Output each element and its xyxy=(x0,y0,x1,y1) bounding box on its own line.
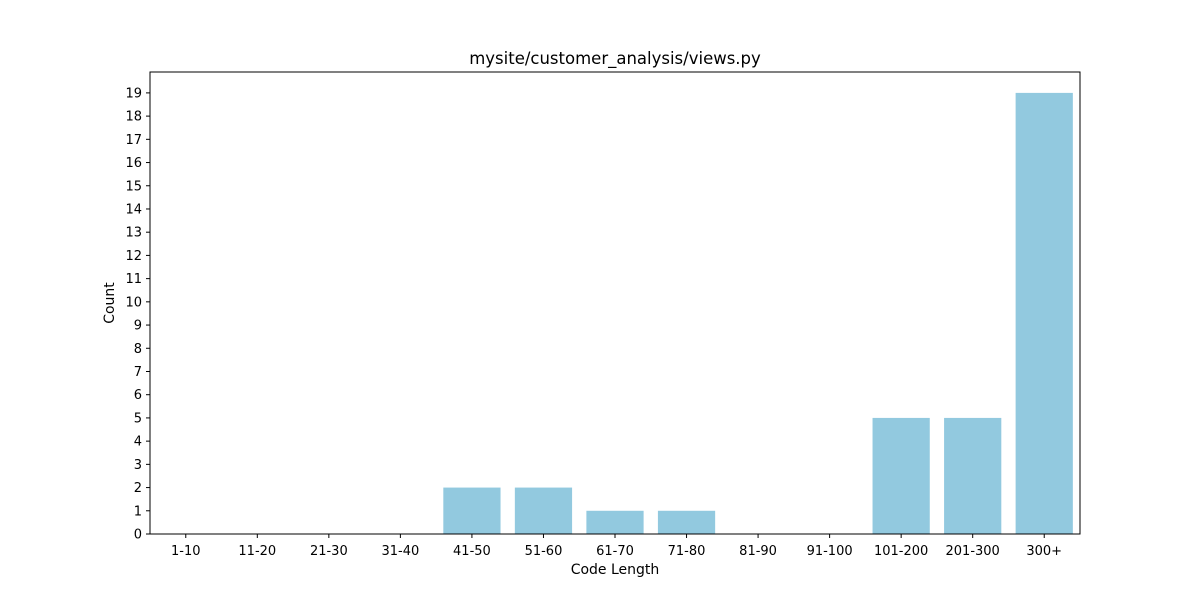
y-tick-label: 7 xyxy=(134,365,142,380)
x-axis-label: Code Length xyxy=(571,562,660,578)
x-tick-label: 81-90 xyxy=(739,544,777,559)
y-tick-label: 13 xyxy=(125,226,142,241)
x-tick-label: 300+ xyxy=(1026,544,1062,559)
chart-title: mysite/customer_analysis/views.py xyxy=(469,49,761,69)
y-tick-label: 5 xyxy=(134,411,142,426)
y-tick-label: 2 xyxy=(134,481,142,496)
x-tick-label: 51-60 xyxy=(525,544,563,559)
x-tick-label: 201-300 xyxy=(946,544,1000,559)
y-tick-label: 1 xyxy=(134,504,142,519)
x-tick-label: 1-10 xyxy=(171,544,201,559)
bar-61-70 xyxy=(586,510,644,534)
y-tick-label: 14 xyxy=(125,202,142,217)
y-axis-label: Count xyxy=(102,282,118,324)
y-tick-label: 12 xyxy=(125,249,142,264)
y-tick-label: 6 xyxy=(134,388,142,403)
y-tick-label: 10 xyxy=(125,295,142,310)
x-tick-label: 91-100 xyxy=(807,544,853,559)
y-tick-label: 18 xyxy=(125,110,142,125)
x-tick-label: 21-30 xyxy=(310,544,348,559)
bars-layer xyxy=(443,92,1073,534)
y-tick-label: 8 xyxy=(134,342,142,357)
x-tick-label: 101-200 xyxy=(874,544,928,559)
x-tick-label: 41-50 xyxy=(453,544,491,559)
bar-101-200 xyxy=(872,417,930,534)
bar-300+ xyxy=(1015,92,1073,534)
bar-201-300 xyxy=(944,417,1002,534)
bar-71-80 xyxy=(657,510,716,534)
bar-51-60 xyxy=(514,487,573,534)
y-tick-label: 11 xyxy=(125,272,142,287)
x-axis-ticks: 1-10 11-20 21-30 31-40 41-50 51-60 61-70 71-80 8… xyxy=(171,534,1062,559)
y-tick-label: 3 xyxy=(134,458,142,473)
y-tick-label: 19 xyxy=(125,86,142,101)
y-tick-label: 16 xyxy=(125,156,142,171)
y-tick-label: 15 xyxy=(125,179,142,194)
x-tick-label: 31-40 xyxy=(381,544,419,559)
x-tick-label: 11-20 xyxy=(238,544,276,559)
bar-41-50 xyxy=(443,487,501,534)
y-tick-label: 17 xyxy=(125,133,142,148)
y-tick-label: 0 xyxy=(134,528,142,543)
y-tick-label: 9 xyxy=(134,319,142,334)
x-tick-label: 61-70 xyxy=(596,544,634,559)
x-tick-label: 71-80 xyxy=(668,544,706,559)
plot-frame xyxy=(149,71,1081,535)
y-tick-label: 4 xyxy=(134,435,142,450)
